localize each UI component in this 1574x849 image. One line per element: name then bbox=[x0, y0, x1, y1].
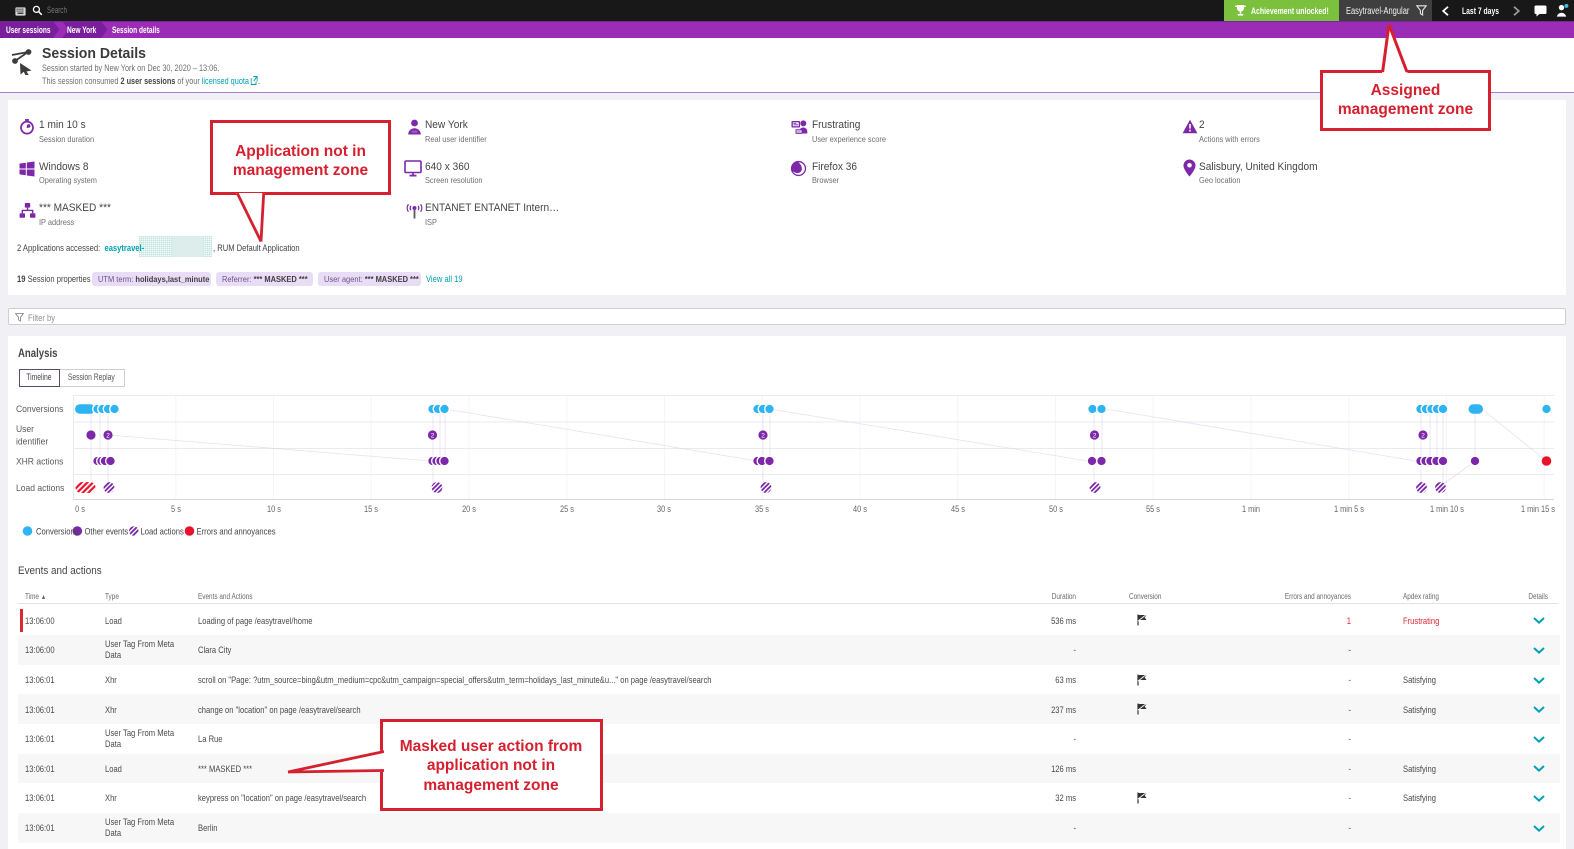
svg-text:45 s: 45 s bbox=[951, 504, 965, 514]
svg-text:Load actions: Load actions bbox=[141, 526, 184, 537]
svg-text:30 s: 30 s bbox=[657, 504, 671, 514]
svg-text:35 s: 35 s bbox=[755, 504, 769, 514]
svg-text:55 s: 55 s bbox=[1146, 504, 1160, 514]
svg-text:2: 2 bbox=[106, 433, 110, 440]
svg-text:40 s: 40 s bbox=[853, 504, 867, 514]
svg-text:XHR actions: XHR actions bbox=[16, 456, 64, 466]
svg-text:identifier: identifier bbox=[16, 436, 48, 446]
svg-text:1 min 5 s: 1 min 5 s bbox=[1334, 504, 1364, 514]
svg-text:20 s: 20 s bbox=[462, 504, 476, 514]
svg-text:25 s: 25 s bbox=[560, 504, 574, 514]
svg-text:2: 2 bbox=[431, 433, 435, 440]
svg-text:50 s: 50 s bbox=[1049, 504, 1063, 514]
svg-text:5 s: 5 s bbox=[171, 504, 181, 514]
svg-text:Other events: Other events bbox=[84, 526, 128, 537]
svg-text:User: User bbox=[16, 424, 34, 434]
svg-text:2: 2 bbox=[761, 433, 765, 440]
svg-text:15 s: 15 s bbox=[364, 504, 378, 514]
svg-text:Conversions: Conversions bbox=[16, 404, 64, 414]
svg-text:2: 2 bbox=[1093, 433, 1097, 440]
svg-text:1 min: 1 min bbox=[1242, 504, 1260, 514]
svg-text:Load actions: Load actions bbox=[16, 483, 65, 493]
svg-text:cvs: cvs bbox=[797, 131, 802, 134]
svg-text:1 min 15 s: 1 min 15 s bbox=[1521, 504, 1555, 514]
svg-text:2: 2 bbox=[1421, 433, 1425, 440]
svg-text:1 min 10 s: 1 min 10 s bbox=[1430, 504, 1464, 514]
svg-text:0 s: 0 s bbox=[75, 504, 85, 514]
svg-text:10 s: 10 s bbox=[267, 504, 281, 514]
svg-text:Conversions: Conversions bbox=[36, 526, 78, 537]
svg-text:Errors and annoyances: Errors and annoyances bbox=[197, 526, 276, 537]
